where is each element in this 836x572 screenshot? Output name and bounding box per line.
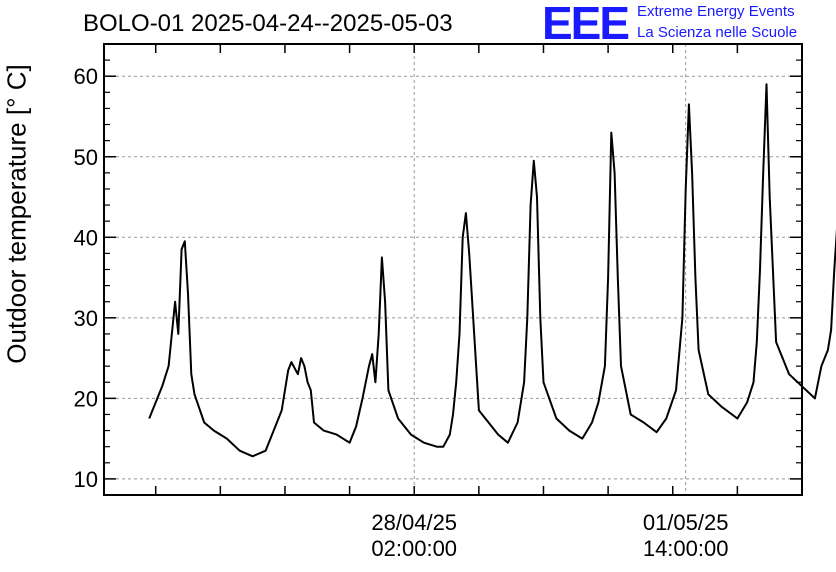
y-tick-labels: 10 20 30 40 50 60 xyxy=(74,64,98,492)
eee-logo: EEE xyxy=(542,0,630,49)
x-tick-date: 01/05/25 xyxy=(642,510,729,535)
x-tick-time: 02:00:00 xyxy=(371,536,458,561)
y-tick-label: 50 xyxy=(74,145,98,170)
chart-title: BOLO-01 2025-04-24--2025-05-03 xyxy=(83,10,453,37)
grid-lines xyxy=(104,44,802,495)
org-name-line1: Extreme Energy Events xyxy=(637,3,795,20)
y-tick-label: 60 xyxy=(74,64,98,89)
x-tick-label-2: 01/05/25 14:00:00 xyxy=(643,510,729,562)
org-name-line2: La Scienza nelle Scuole xyxy=(637,24,798,41)
y-axis-label: Outdoor temperature [° C] xyxy=(1,64,32,364)
temperature-series-line xyxy=(148,83,836,458)
y-tick-label: 10 xyxy=(74,467,98,492)
x-tick-label-1: 28/04/25 02:00:00 xyxy=(371,510,457,562)
plot-frame xyxy=(103,43,803,496)
y-tick-label: 40 xyxy=(74,225,98,250)
x-tick-date: 28/04/25 xyxy=(371,510,458,535)
y-tick-label: 20 xyxy=(74,386,98,411)
x-tick-time: 14:00:00 xyxy=(642,536,729,561)
y-tick-label: 30 xyxy=(74,306,98,331)
